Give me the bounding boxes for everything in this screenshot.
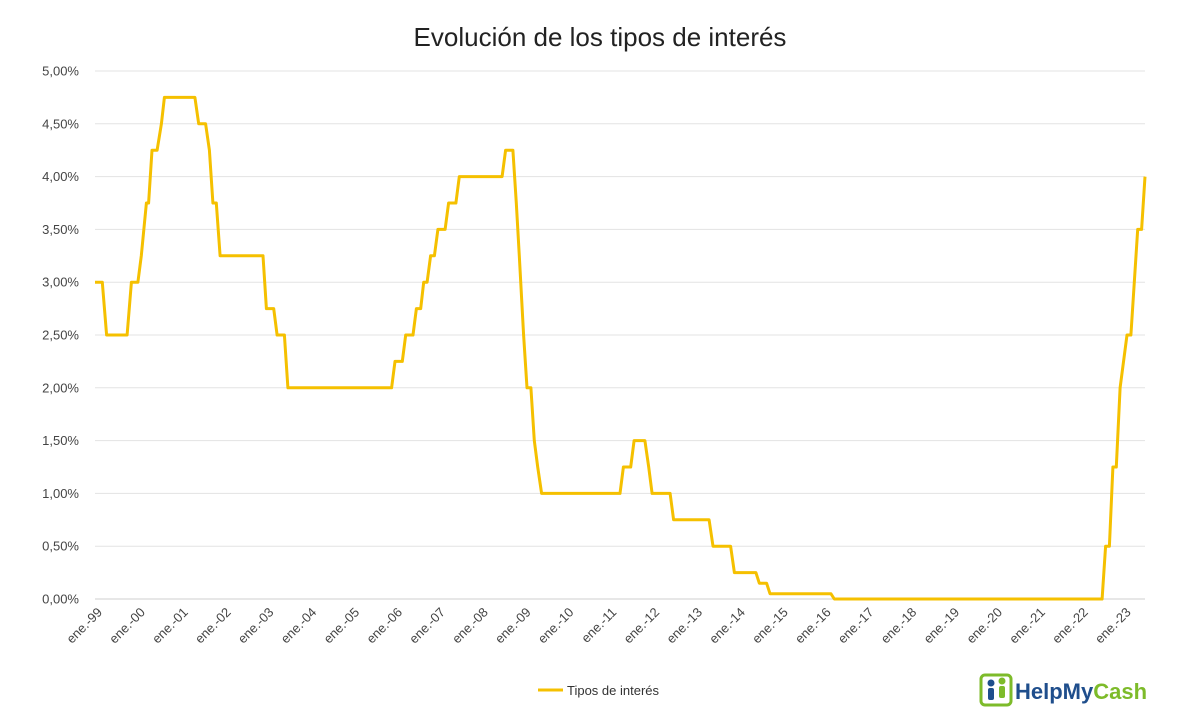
logo-person-head (987, 679, 995, 687)
x-tick-label: ene.-15 (749, 605, 791, 647)
x-tick-label: ene.-01 (149, 605, 191, 647)
x-tick-label: ene.-06 (363, 605, 405, 647)
y-tick-label: 0,00% (42, 592, 79, 607)
helpmycash-logo: HelpMyCash (979, 673, 1147, 707)
x-tick-label: ene.-04 (278, 605, 320, 647)
x-tick-label: ene.-16 (792, 605, 834, 647)
x-tick-label: ene.-10 (535, 605, 577, 647)
chart-title: Evolución de los tipos de interés (414, 22, 787, 52)
logo-icon (979, 673, 1013, 707)
x-tick-label: ene.-23 (1092, 605, 1134, 647)
gridlines (95, 70, 1145, 600)
y-tick-label: 3,50% (42, 222, 79, 237)
x-tick-label: ene.-02 (192, 605, 234, 647)
y-tick-label: 5,00% (42, 64, 79, 79)
series-line-tipos-de-interes (95, 95, 1147, 601)
y-tick-label: 2,00% (42, 380, 79, 395)
x-tick-label: ene.-03 (235, 605, 277, 647)
y-tick-label: 0,50% (42, 539, 79, 554)
x-tick-label: ene.-09 (492, 605, 534, 647)
x-tick-label: ene.-14 (706, 605, 748, 647)
x-tick-label: ene.-21 (1006, 605, 1048, 647)
x-tick-label: ene.-18 (878, 605, 920, 647)
x-tick-label: ene.-05 (320, 605, 362, 647)
y-tick-label: 4,50% (42, 116, 79, 131)
x-tick-label: ene.-99 (63, 605, 105, 647)
x-tick-label: ene.-00 (106, 605, 148, 647)
x-tick-label: ene.-07 (406, 605, 448, 647)
x-tick-label: ene.-17 (835, 605, 877, 647)
x-tick-label: ene.-20 (963, 605, 1005, 647)
x-tick-label: ene.-22 (1049, 605, 1091, 647)
y-tick-label: 3,00% (42, 275, 79, 290)
y-tick-label: 4,00% (42, 169, 79, 184)
y-tick-label: 1,00% (42, 486, 79, 501)
x-tick-label: ene.-12 (620, 605, 662, 647)
logo-person-body (988, 688, 994, 700)
y-tick-label: 2,50% (42, 328, 79, 343)
x-tick-label: ene.-13 (663, 605, 705, 647)
logo-text-help: HelpMyCash (1015, 679, 1147, 704)
series-layer (95, 95, 1147, 601)
logo-person2-head (998, 677, 1006, 685)
x-tick-label: ene.-19 (920, 605, 962, 647)
y-axis-ticks: 0,00% 0,50% 1,00% 1,50% 2,00% 2,50% 3,00% 3,50%… (42, 64, 79, 607)
y-tick-label: 1,50% (42, 433, 79, 448)
x-tick-label: ene.-08 (449, 605, 491, 647)
logo-person2-body (999, 686, 1005, 698)
legend: Tipos de interés (538, 683, 660, 698)
legend-label-tipos-de-interes: Tipos de interés (567, 683, 660, 698)
x-tick-label: ene.-11 (578, 605, 619, 646)
x-axis-ticks: ene.-99 ene.-00 ene.-01 ene.-02 ene.-03 ene.-… (63, 605, 1133, 647)
